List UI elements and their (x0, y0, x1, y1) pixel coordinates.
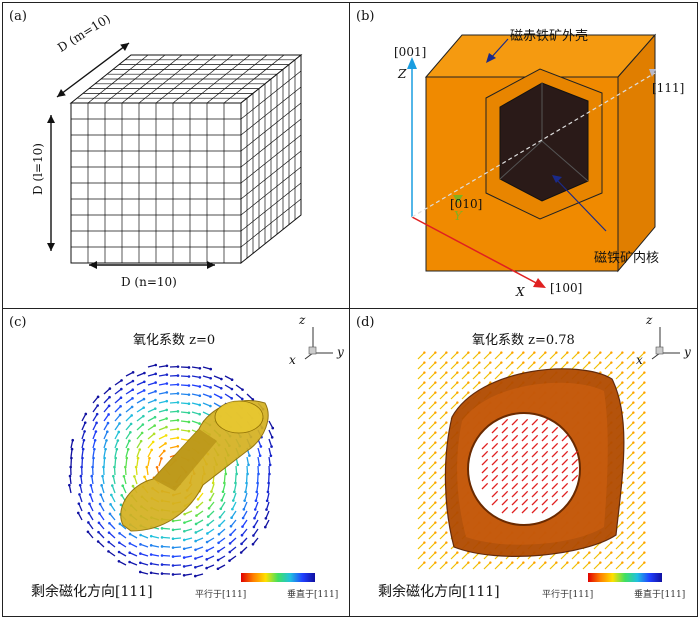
core-shell-cube-figure (407, 33, 657, 288)
legend-right-c: 垂直于[111] (287, 590, 339, 600)
dir-111-label: [111] (652, 81, 685, 95)
remanence-label-d: 剩余磁化方向[111] (378, 584, 500, 600)
axis-triad-icon (304, 327, 333, 360)
axis-z-c: z (299, 313, 306, 327)
panel-label-c: (c) (9, 315, 27, 330)
core-circle (467, 412, 581, 526)
panel-c-simulation-z0: (c) 氧化系数 z=0 z x y 剩余磁化方向[111] 平行于[111] … (2, 308, 350, 617)
isosurface-tube (120, 400, 269, 532)
dir-010-label: [010] (450, 197, 483, 211)
panel-a-grid-cube: (a) D (m=10) D (l=10) D (n=10) (2, 2, 350, 309)
legend-left-c: 平行于[111] (195, 590, 247, 600)
dimension-arrows (47, 42, 215, 269)
arrow-m (56, 42, 130, 98)
shell-label: 磁赤铁矿外壳 (510, 29, 589, 44)
axis-z-d: z (646, 313, 653, 327)
panel-label-a: (a) (9, 9, 27, 24)
cube-right-face (617, 33, 656, 273)
grid-lines (69, 53, 303, 265)
core-hexagon (499, 82, 589, 202)
grid-cube-figure (47, 42, 303, 269)
diag-111 (411, 72, 656, 218)
core-label: 磁铁矿内核 (594, 251, 660, 266)
core-pointer (555, 178, 607, 232)
color-legend-bar-d (588, 573, 662, 582)
axis-y-c: y (337, 345, 344, 359)
panel-label-b: (b) (356, 9, 375, 24)
axis-x-c: x (289, 353, 296, 367)
panel-d-simulation-z078: (d) 氧化系数 z=0.78 z x y 剩余磁化方向[111] 平行于[11… (349, 308, 698, 617)
axis-z-label: Z (398, 67, 407, 81)
core-arrows (481, 418, 579, 514)
oxidation-title-c: 氧化系数 z=0 (133, 333, 216, 348)
legend-left-d: 平行于[111] (542, 590, 594, 600)
axis-x-label: X (516, 285, 525, 299)
oxidation-title-d: 氧化系数 z=0.78 (472, 333, 575, 348)
color-legend-bar-c (241, 573, 315, 582)
axis-y-label: Y (454, 209, 462, 223)
axis-y-d: y (684, 345, 691, 359)
shell-pointer (489, 38, 509, 60)
panel-label-d: (d) (356, 315, 375, 330)
axis-x-d: x (636, 353, 643, 367)
axis-triad-icon (651, 327, 680, 360)
vortex-vector-field (68, 327, 333, 578)
dim-label-l: D (l=10) (31, 143, 45, 195)
x-axis (411, 216, 541, 286)
remanence-label-c: 剩余磁化方向[111] (31, 584, 153, 600)
dir-001-label: [001] (394, 45, 427, 59)
uniform-vector-field (417, 327, 680, 570)
dim-label-n: D (n=10) (121, 275, 177, 289)
legend-right-d: 垂直于[111] (634, 590, 686, 600)
panel-b-core-shell: (b) 磁赤铁矿外壳 [001] Z [111] [010] Y 磁铁矿内核 X… (349, 2, 698, 309)
dir-100-label: [100] (550, 281, 583, 295)
